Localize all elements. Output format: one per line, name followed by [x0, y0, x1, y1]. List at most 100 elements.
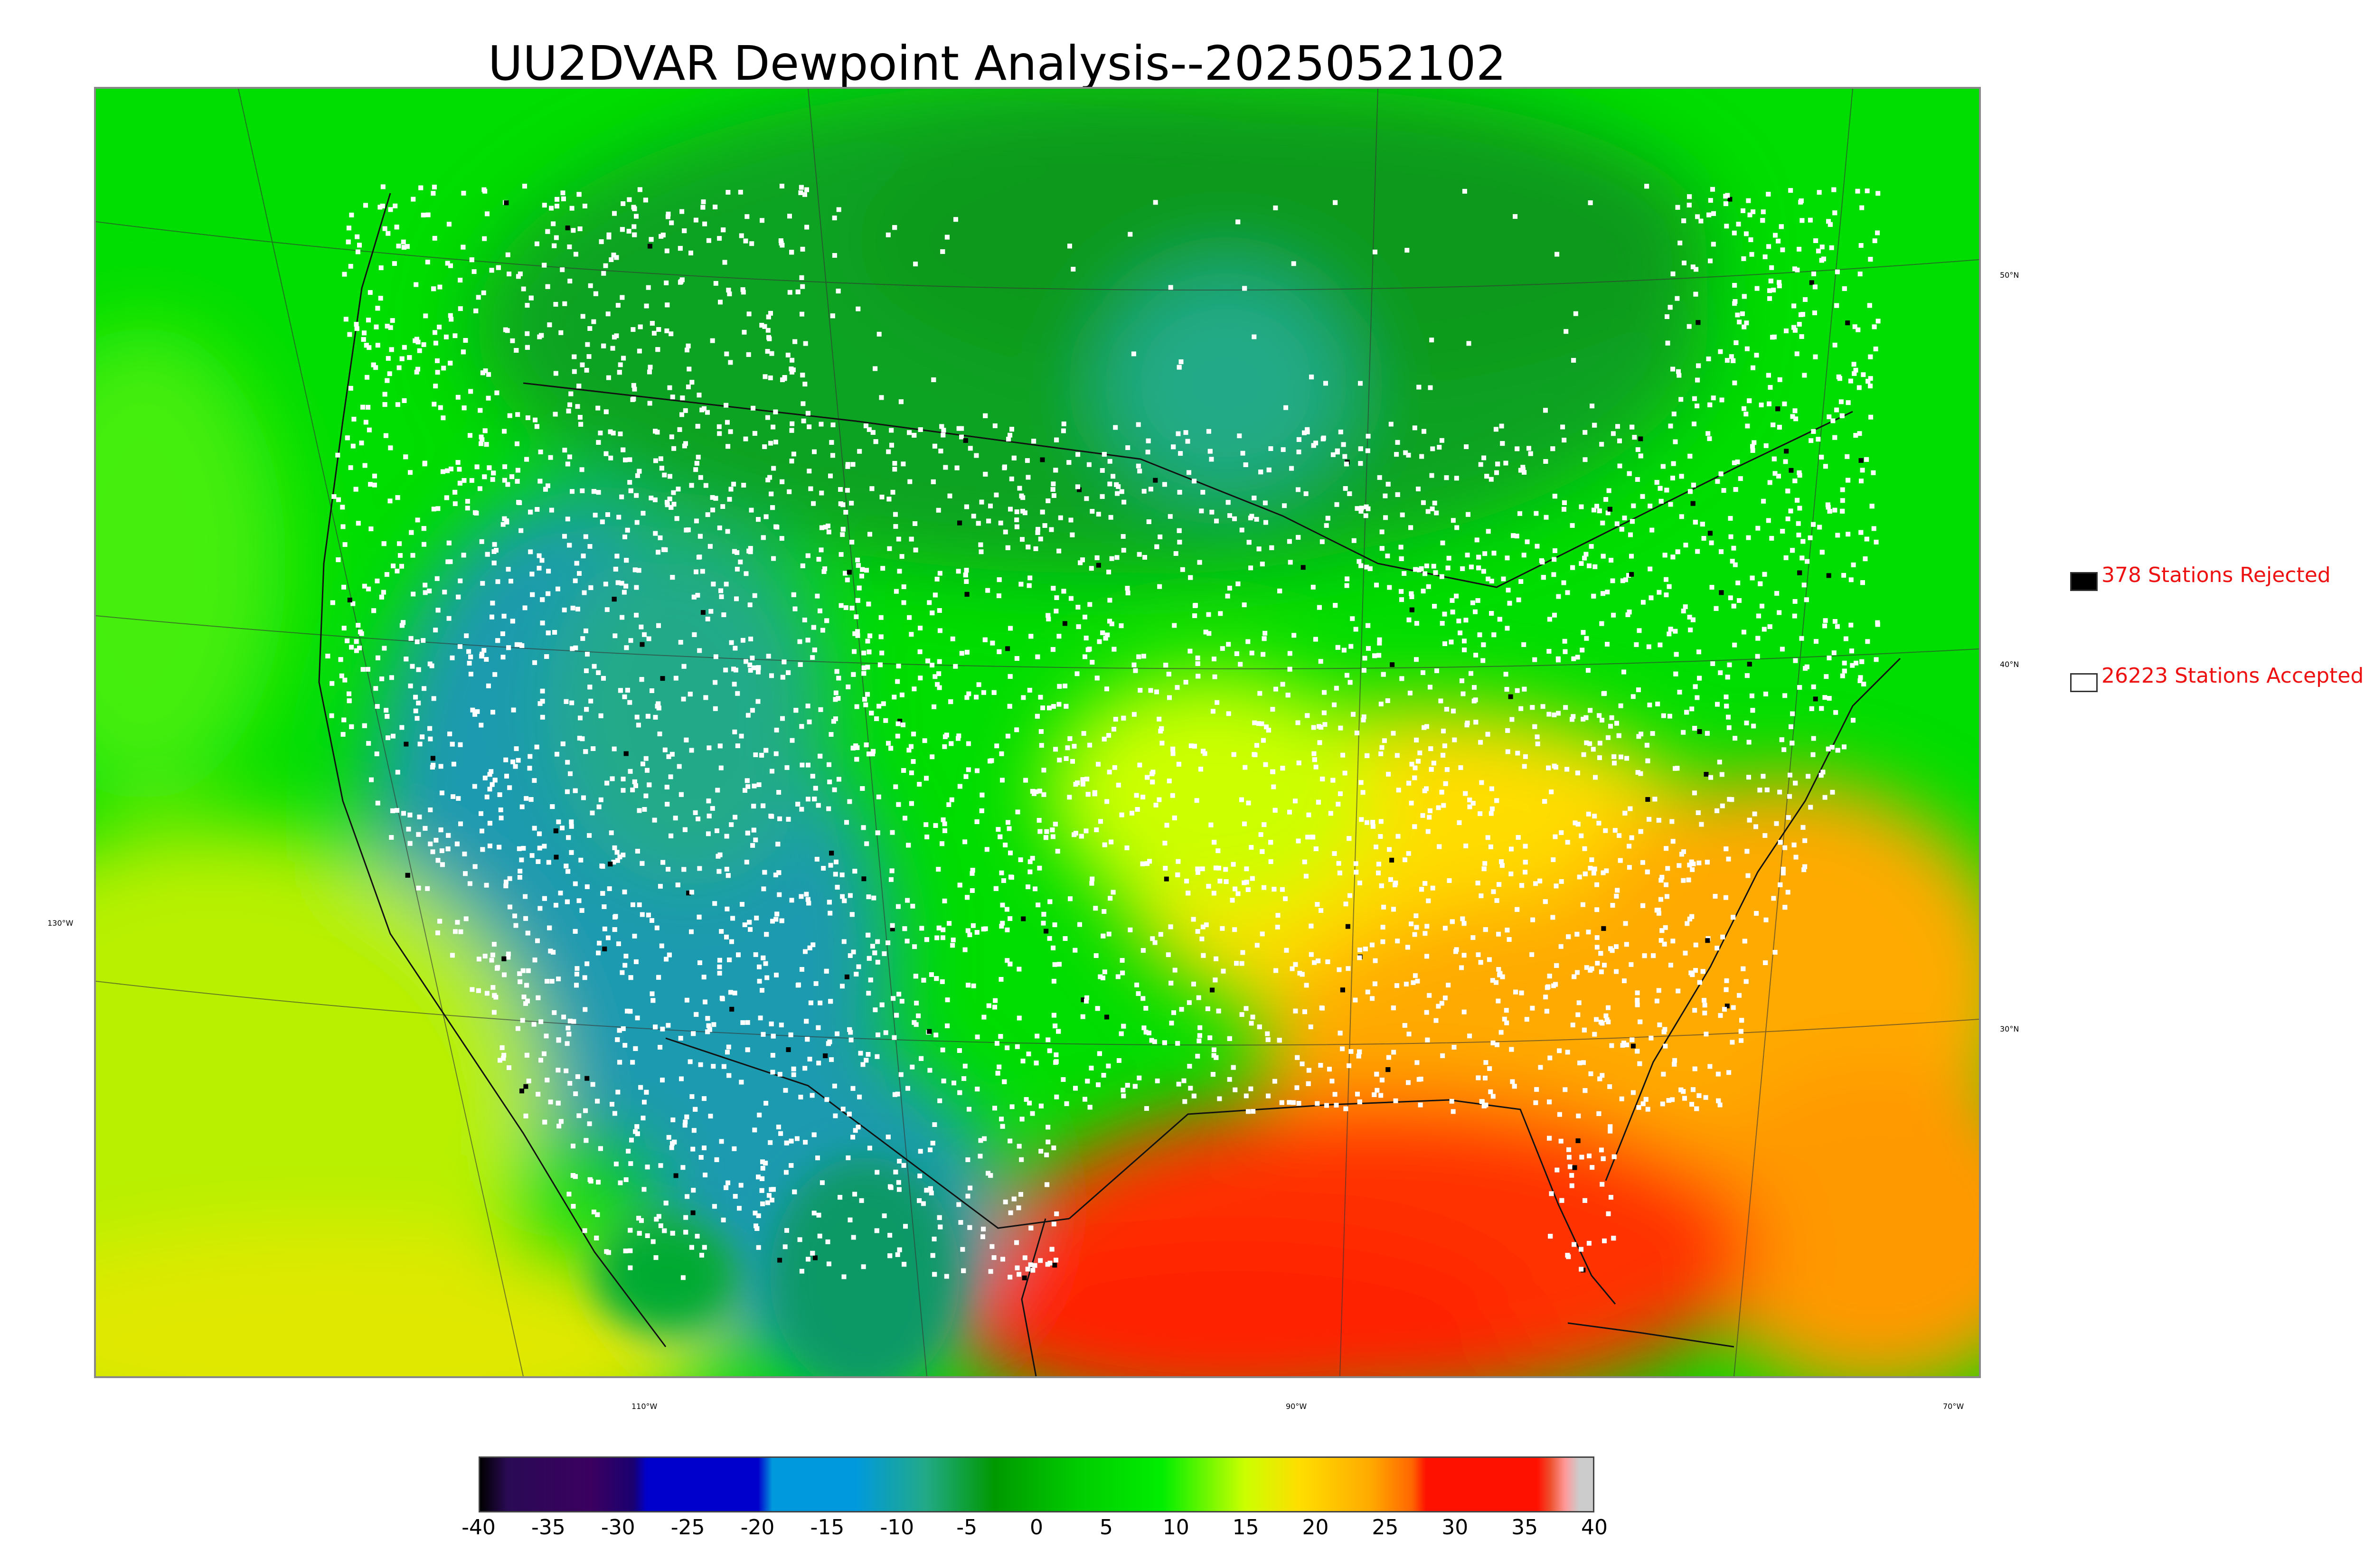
accepted-station-marker [1602, 1238, 1607, 1243]
accepted-station-marker [565, 1041, 570, 1046]
accepted-station-marker [371, 362, 376, 367]
accepted-station-marker [567, 454, 572, 460]
accepted-station-marker [729, 822, 734, 827]
accepted-station-marker [615, 303, 621, 308]
accepted-station-marker [368, 482, 373, 487]
accepted-station-marker [757, 1112, 762, 1117]
accepted-station-marker [1181, 1078, 1187, 1083]
accepted-station-marker [981, 690, 986, 695]
accepted-station-marker [1224, 879, 1229, 884]
accepted-station-marker [1793, 854, 1799, 860]
accepted-station-marker [683, 1230, 688, 1235]
accepted-station-marker [682, 443, 687, 449]
accepted-station-marker [1061, 421, 1066, 426]
accepted-station-marker [745, 1047, 750, 1052]
accepted-station-marker [1334, 685, 1339, 691]
accepted-station-marker [416, 832, 421, 837]
accepted-station-marker [688, 1059, 693, 1064]
accepted-station-marker [718, 765, 724, 770]
accepted-station-marker [1821, 256, 1826, 262]
accepted-station-marker [1785, 890, 1790, 895]
accepted-station-marker [1474, 537, 1479, 543]
accepted-station-marker [1741, 256, 1746, 261]
accepted-station-marker [879, 395, 884, 400]
accepted-station-marker [1690, 617, 1696, 622]
accepted-station-marker [1252, 334, 1257, 339]
accepted-station-marker [1871, 526, 1876, 531]
accepted-station-marker [1820, 770, 1826, 775]
accepted-station-marker [1152, 1039, 1157, 1044]
accepted-station-marker [1562, 638, 1567, 644]
accepted-station-marker [570, 605, 575, 610]
accepted-station-marker [937, 608, 942, 613]
accepted-station-marker [1205, 1006, 1210, 1011]
accepted-station-marker [1399, 589, 1404, 594]
accepted-station-marker [525, 303, 530, 308]
accepted-station-marker [1040, 705, 1046, 711]
accepted-station-marker [1403, 857, 1407, 863]
accepted-station-marker [914, 1001, 919, 1005]
accepted-station-marker [428, 807, 433, 812]
accepted-station-marker [1733, 736, 1738, 741]
accepted-station-marker [382, 226, 387, 231]
accepted-station-marker [725, 444, 731, 449]
accepted-station-marker [1047, 705, 1052, 711]
accepted-station-marker [771, 556, 776, 561]
accepted-station-marker [1113, 425, 1118, 430]
accepted-station-marker [501, 613, 507, 619]
accepted-station-marker [1061, 1077, 1066, 1082]
accepted-station-marker [961, 1076, 967, 1081]
accepted-station-marker [1153, 200, 1158, 205]
accepted-station-marker [1873, 347, 1878, 352]
accepted-station-marker [1483, 1060, 1488, 1065]
accepted-station-marker [1710, 661, 1715, 666]
accepted-station-marker [1245, 887, 1251, 892]
accepted-station-marker [1166, 672, 1171, 676]
accepted-station-marker [707, 745, 712, 751]
accepted-station-marker [716, 424, 722, 429]
accepted-station-marker [1212, 840, 1217, 845]
accepted-station-marker [1848, 378, 1853, 384]
rejected-station-marker [890, 926, 895, 931]
accepted-station-marker [1774, 591, 1780, 596]
accepted-station-marker [492, 778, 498, 783]
accepted-station-marker [1703, 1095, 1708, 1100]
accepted-station-marker [892, 1035, 897, 1040]
accepted-station-marker [1017, 1015, 1022, 1021]
accepted-station-marker [1084, 496, 1089, 501]
accepted-station-marker [1768, 278, 1773, 283]
accepted-station-marker [1777, 283, 1782, 289]
accepted-station-marker [1589, 857, 1594, 862]
accepted-station-marker [1471, 698, 1477, 704]
accepted-station-marker [1460, 566, 1465, 571]
accepted-station-marker [1805, 559, 1810, 564]
accepted-station-marker [588, 698, 594, 704]
accepted-station-marker [1857, 272, 1863, 277]
accepted-station-marker [740, 901, 744, 907]
accepted-station-marker [1850, 663, 1855, 668]
accepted-station-marker [828, 473, 833, 479]
accepted-station-marker [1658, 938, 1664, 943]
accepted-station-marker [850, 462, 856, 467]
accepted-station-marker [414, 337, 419, 342]
accepted-station-marker [824, 618, 829, 623]
accepted-station-marker [547, 925, 552, 930]
rejected-station-marker [1040, 457, 1045, 462]
accepted-station-marker [1415, 759, 1421, 764]
accepted-station-marker [1158, 729, 1163, 734]
accepted-station-marker [1600, 1182, 1605, 1187]
accepted-station-marker [1797, 685, 1802, 690]
accepted-station-marker [992, 1005, 998, 1010]
accepted-station-marker [527, 766, 532, 771]
accepted-station-marker [1677, 373, 1682, 378]
accepted-station-marker [811, 1211, 817, 1216]
accepted-station-marker [1768, 385, 1773, 390]
accepted-station-marker [415, 366, 420, 372]
accepted-station-marker [741, 483, 746, 488]
accepted-station-marker [699, 407, 705, 413]
accepted-station-marker [1453, 949, 1458, 954]
accepted-station-marker [1479, 893, 1484, 898]
rejected-station-marker [430, 756, 435, 761]
accepted-station-marker [824, 968, 829, 974]
accepted-station-marker [1112, 647, 1117, 652]
